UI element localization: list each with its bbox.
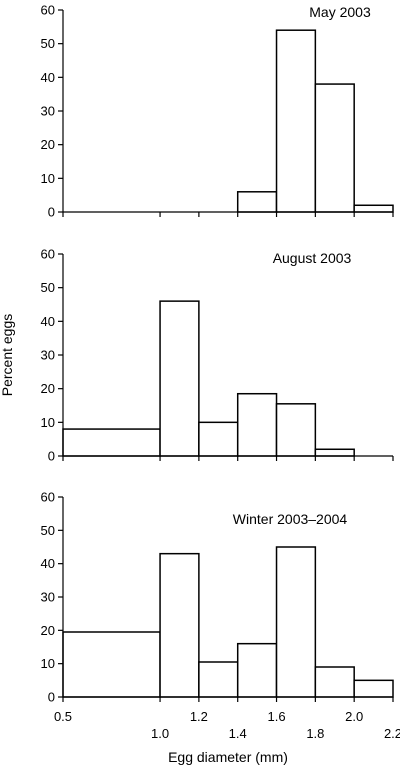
histogram-bar [275, 403, 317, 457]
y-tick-label: 20 [41, 623, 55, 638]
histogram-bar [314, 83, 355, 213]
x-tick-label: 0.5 [54, 709, 72, 724]
y-tick-label: 10 [41, 415, 55, 430]
histogram-bar [236, 191, 278, 213]
y-tick-label: 30 [41, 590, 55, 605]
y-tick-label: 30 [41, 104, 55, 119]
histogram-bar [159, 300, 200, 457]
histogram-bar [314, 448, 355, 457]
y-tick-label: 60 [41, 490, 55, 505]
y-tick-label: 60 [41, 247, 55, 262]
panel-title: Winter 2003–2004 [233, 511, 348, 527]
histogram-bar [236, 642, 278, 698]
histogram-bar [314, 666, 355, 698]
y-axis-title: Percent eggs [0, 314, 15, 397]
x-tick-label: 1.4 [229, 726, 247, 741]
y-tick-label: 50 [41, 36, 55, 51]
y-tick-label: 40 [41, 70, 55, 85]
y-tick-label: 30 [41, 348, 55, 363]
histogram-bar [353, 679, 394, 698]
histogram-bar [62, 428, 161, 457]
y-tick-label: 0 [48, 205, 55, 220]
y-tick-label: 20 [41, 381, 55, 396]
x-tick-label: 1.2 [190, 709, 208, 724]
x-tick-label: 1.6 [267, 709, 285, 724]
histogram-bar [353, 204, 394, 213]
panel-title: May 2003 [309, 4, 371, 20]
y-tick-label: 10 [41, 656, 55, 671]
y-tick-label: 0 [48, 690, 55, 705]
y-tick-label: 60 [41, 3, 55, 18]
y-tick-label: 50 [41, 523, 55, 538]
x-tick-label: 1.8 [306, 726, 324, 741]
histogram-bar [198, 421, 239, 457]
histogram-bar [236, 392, 278, 457]
y-tick-label: 40 [41, 314, 55, 329]
y-tick-label: 0 [48, 449, 55, 464]
histogram-bar [275, 546, 317, 698]
x-axis-title: Egg diameter (mm) [168, 749, 288, 765]
panel-title: August 2003 [273, 250, 352, 266]
x-tick-label: 2.2 [384, 726, 400, 741]
y-tick-label: 20 [41, 137, 55, 152]
histogram-bar [198, 661, 239, 698]
y-tick-label: 40 [41, 556, 55, 571]
y-tick-label: 50 [41, 280, 55, 295]
x-tick-label: 2.0 [345, 709, 363, 724]
y-tick-label: 10 [41, 171, 55, 186]
histogram-bar [159, 552, 200, 698]
histogram-bar [275, 29, 317, 213]
x-tick-label: 1.0 [151, 726, 169, 741]
histogram-bar [62, 631, 161, 698]
